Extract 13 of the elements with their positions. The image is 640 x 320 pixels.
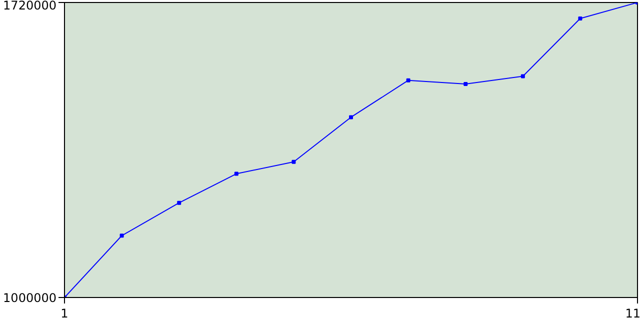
y-tick-label: 1720000 xyxy=(3,0,57,12)
x-tick-label: 1 xyxy=(60,306,68,320)
point xyxy=(406,78,410,82)
point xyxy=(464,82,468,86)
x-tick-label: 11 xyxy=(625,306,640,320)
point xyxy=(520,74,525,78)
point xyxy=(578,16,582,20)
point xyxy=(177,200,182,205)
point xyxy=(292,160,296,164)
point xyxy=(234,172,238,176)
y-tick-label: 1000000 xyxy=(3,291,57,305)
point xyxy=(349,115,353,120)
point xyxy=(120,234,124,238)
